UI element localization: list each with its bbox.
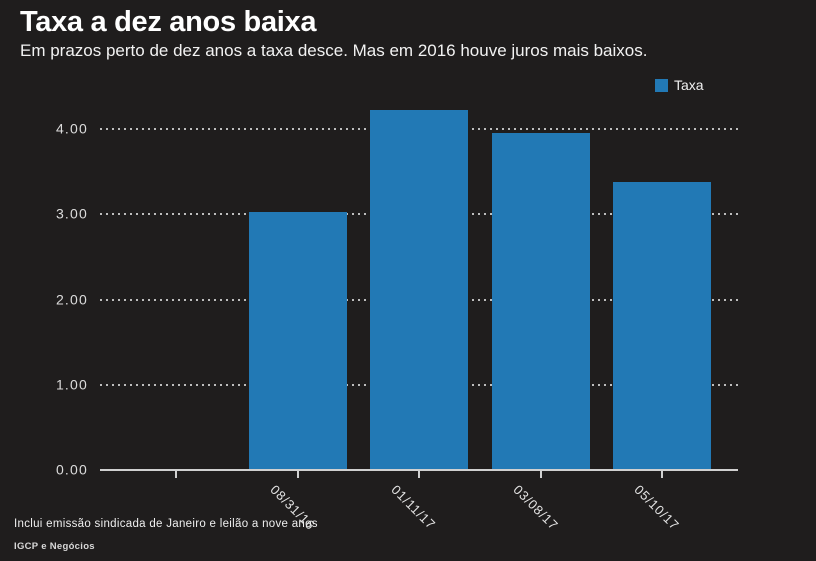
x-axis-tick-3 bbox=[539, 471, 542, 478]
bar-08-31-16 bbox=[248, 211, 347, 470]
y-tick-label-3.00: 3.00 bbox=[55, 205, 88, 222]
x-axis-label-05-10-17: 05/10/17 bbox=[630, 482, 682, 533]
y-tick-label-0.00: 0.00 bbox=[55, 461, 88, 478]
x-axis-tick-2 bbox=[417, 471, 420, 478]
bar-05-10-17 bbox=[612, 181, 711, 470]
x-axis-line bbox=[100, 469, 738, 471]
footnote: Inclui emissão sindicada de Janeiro e le… bbox=[14, 518, 318, 530]
x-axis-tick-0 bbox=[175, 471, 177, 478]
y-tick-label-1.00: 1.00 bbox=[55, 376, 88, 393]
y-tick-label-4.00: 4.00 bbox=[55, 120, 88, 137]
source-credit: IGCP e Negócios bbox=[14, 541, 95, 552]
y-tick-label-2.00: 2.00 bbox=[55, 291, 88, 308]
x-axis-tick-1 bbox=[296, 471, 299, 478]
legend: Taxa bbox=[655, 77, 704, 93]
legend-label: Taxa bbox=[674, 77, 704, 93]
x-axis-tick-4 bbox=[660, 471, 663, 478]
legend-color-swatch-icon bbox=[655, 78, 668, 92]
x-axis-label-03-08-17: 03/08/17 bbox=[509, 482, 561, 533]
x-axis-label-01-11-17: 01/11/17 bbox=[387, 482, 439, 533]
chart-subtitle: Em prazos perto de dez anos a taxa desce… bbox=[20, 41, 648, 60]
bar-01-11-17 bbox=[369, 110, 468, 470]
chart-title: Taxa a dez anos baixa bbox=[20, 6, 317, 38]
bar-03-08-17 bbox=[491, 133, 590, 470]
